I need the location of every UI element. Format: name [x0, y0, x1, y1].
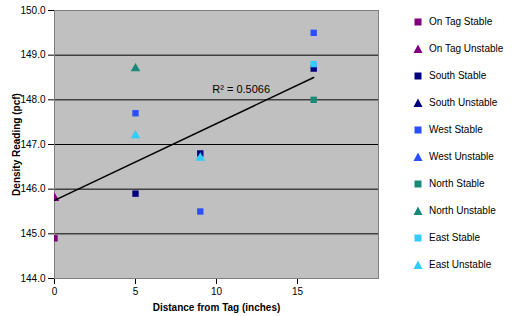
html-text:West Unstable: West Unstable [429, 151, 494, 162]
svg-text:0: 0 [52, 286, 58, 297]
svg-text:150.0: 150.0 [20, 5, 45, 16]
svg-text:149.0: 149.0 [20, 49, 45, 60]
html-text:East Stable: East Stable [429, 232, 481, 243]
html-text:South Stable: South Stable [429, 70, 487, 81]
html-text:West Stable: West Stable [429, 124, 483, 135]
html-text:On Tag Unstable: On Tag Unstable [429, 43, 504, 54]
svg-text:147.0: 147.0 [20, 139, 45, 150]
html-text:On Tag Stable: On Tag Stable [429, 16, 493, 27]
svg-text:145.0: 145.0 [20, 228, 45, 239]
svg-text:Distance from Tag (inches): Distance from Tag (inches) [153, 302, 281, 313]
svg-text:15: 15 [292, 286, 304, 297]
svg-text:148.0: 148.0 [20, 94, 45, 105]
svg-text:R² = 0.5066: R² = 0.5066 [212, 83, 270, 95]
svg-text:Density Reading (pcf): Density Reading (pcf) [11, 93, 22, 196]
svg-text:146.0: 146.0 [20, 183, 45, 194]
html-text:East Unstable: East Unstable [429, 259, 492, 270]
html-text:South Unstable: South Unstable [429, 97, 498, 108]
svg-text:144.0: 144.0 [20, 273, 45, 284]
html-text:North Unstable: North Unstable [429, 205, 496, 216]
svg-text:10: 10 [211, 286, 223, 297]
svg-text:5: 5 [133, 286, 139, 297]
html-text:North Stable: North Stable [429, 178, 485, 189]
